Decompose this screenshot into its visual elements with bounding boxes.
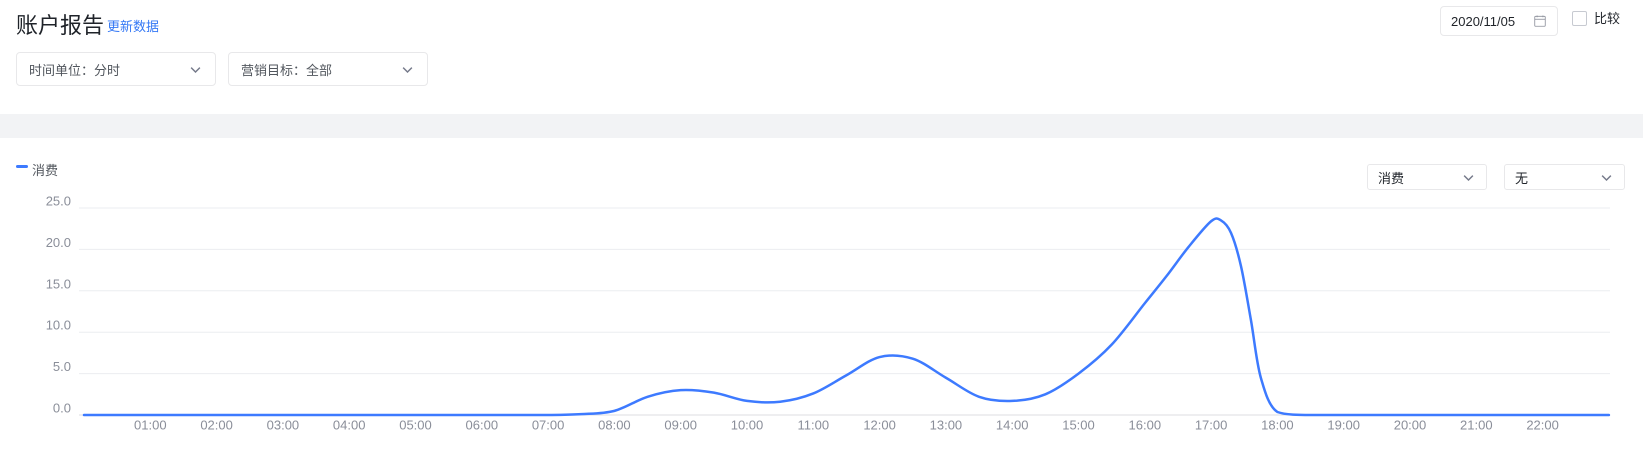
svg-text:11:00: 11:00 (798, 418, 830, 433)
svg-text:06:00: 06:00 (466, 418, 499, 433)
svg-text:10.0: 10.0 (46, 318, 71, 333)
svg-text:25.0: 25.0 (46, 194, 71, 209)
svg-text:0.0: 0.0 (53, 401, 71, 416)
svg-text:03:00: 03:00 (267, 418, 300, 433)
svg-text:15.0: 15.0 (46, 276, 71, 291)
svg-text:22:00: 22:00 (1526, 418, 1559, 433)
svg-text:05:00: 05:00 (399, 418, 432, 433)
svg-text:07:00: 07:00 (532, 418, 565, 433)
svg-text:12:00: 12:00 (863, 418, 896, 433)
svg-text:18:00: 18:00 (1261, 418, 1294, 433)
svg-text:13:00: 13:00 (930, 418, 963, 433)
svg-text:14:00: 14:00 (996, 418, 1029, 433)
svg-text:04:00: 04:00 (333, 418, 366, 433)
svg-text:08:00: 08:00 (598, 418, 631, 433)
svg-text:5.0: 5.0 (53, 359, 71, 374)
svg-text:17:00: 17:00 (1195, 418, 1228, 433)
svg-text:10:00: 10:00 (731, 418, 764, 433)
svg-text:02:00: 02:00 (200, 418, 233, 433)
svg-text:16:00: 16:00 (1129, 418, 1162, 433)
svg-text:21:00: 21:00 (1460, 418, 1493, 433)
svg-text:20.0: 20.0 (46, 235, 71, 250)
svg-text:01:00: 01:00 (134, 418, 167, 433)
svg-text:19:00: 19:00 (1327, 418, 1360, 433)
svg-text:20:00: 20:00 (1394, 418, 1427, 433)
svg-text:09:00: 09:00 (664, 418, 697, 433)
svg-text:15:00: 15:00 (1062, 418, 1095, 433)
